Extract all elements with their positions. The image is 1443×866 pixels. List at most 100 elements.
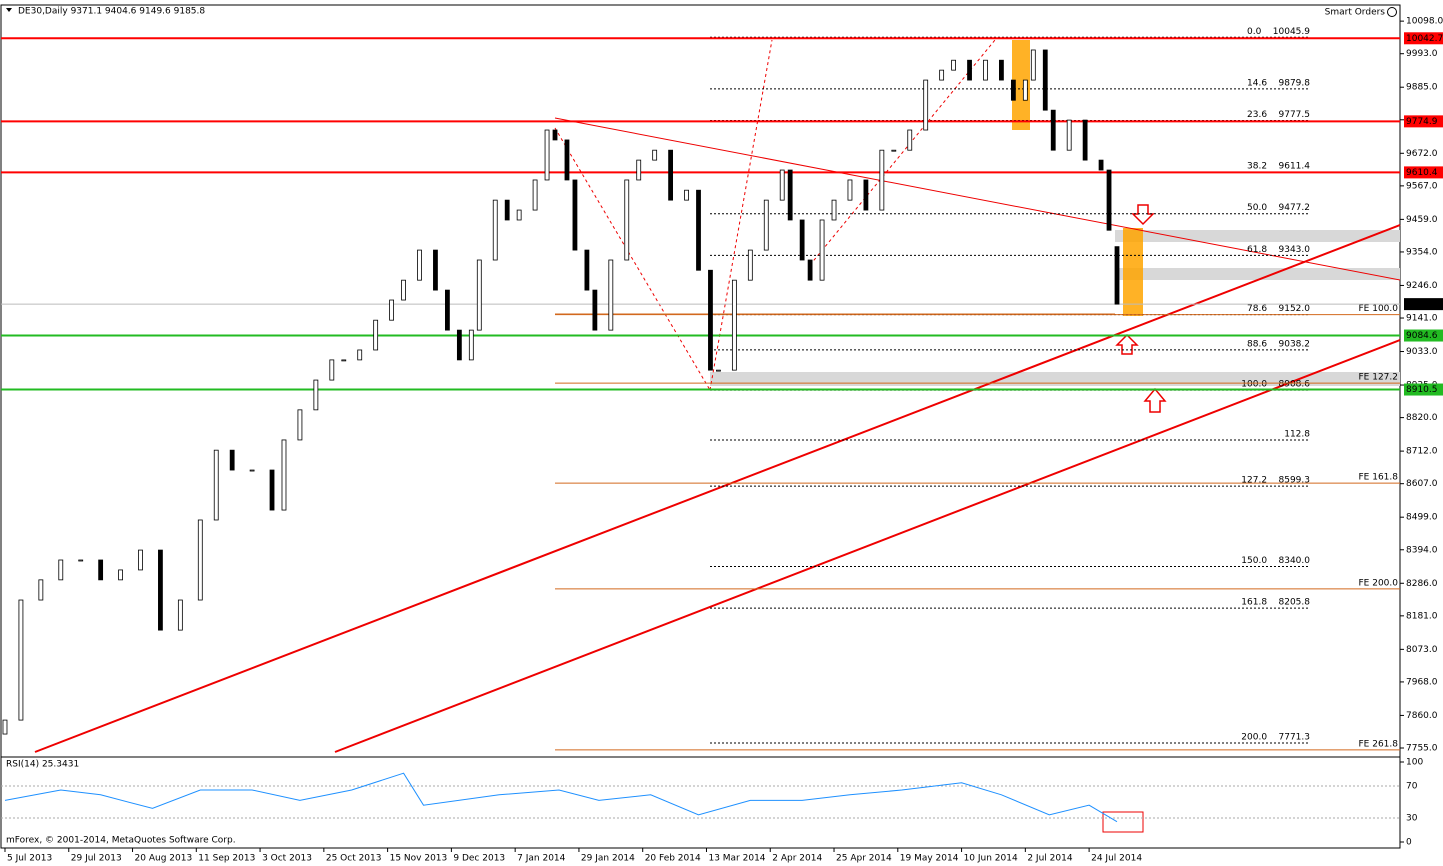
candle	[98, 559, 104, 581]
smile-icon[interactable]	[1387, 7, 1397, 17]
price-label: 9610.4	[1406, 168, 1438, 178]
candle	[297, 409, 303, 441]
y-tick-label: 100	[1406, 758, 1423, 768]
y-tick-label: 8394.0	[1406, 545, 1438, 555]
candle	[552, 129, 558, 141]
y-tick-label: 8712.0	[1406, 447, 1438, 457]
candle	[1022, 79, 1028, 101]
candle	[456, 329, 462, 361]
x-tick-label: 7 Jan 2014	[517, 854, 565, 864]
y-tick-label: 9033.0	[1406, 347, 1438, 357]
fib-label: 112.8	[1284, 429, 1310, 439]
rsi-frame	[0, 756, 1401, 849]
fib-label: 0.0 10045.9	[1247, 27, 1310, 37]
price-label-bg	[1404, 32, 1443, 45]
candle	[879, 149, 885, 211]
trend-line	[334, 339, 1401, 753]
candle	[269, 469, 275, 511]
candle	[18, 599, 24, 721]
candle	[608, 259, 614, 331]
candle	[249, 469, 255, 472]
candle	[532, 179, 538, 211]
x-tick-label: 3 Oct 2013	[262, 854, 312, 864]
fib-label: 38.2 9611.4	[1247, 162, 1310, 172]
y-tick-label: 8499.0	[1406, 513, 1438, 523]
candle	[1106, 169, 1112, 231]
y-tick-label: 7968.0	[1406, 677, 1438, 687]
candle	[807, 259, 813, 281]
footer: mForex, © 2001-2014, MetaQuotes Software…	[6, 836, 236, 846]
fe-label: FE 261.8	[1359, 739, 1399, 749]
fib-label: 127.2 8599.3	[1241, 476, 1310, 486]
candle	[847, 179, 853, 201]
x-tick-label: 25 Oct 2013	[326, 854, 382, 864]
candle	[158, 549, 163, 631]
fe-label: FE 200.0	[1359, 578, 1399, 588]
candle	[787, 169, 793, 221]
candle	[329, 359, 335, 381]
zone	[710, 372, 1400, 386]
price-label-bg	[1404, 383, 1443, 396]
candle	[592, 289, 598, 331]
y-tick-label: 9459.0	[1406, 215, 1438, 225]
y-tick-label: 8181.0	[1406, 611, 1438, 621]
candle	[951, 59, 956, 71]
fib-label: 88.6 9038.2	[1247, 339, 1310, 349]
fib-label: 61.8 9343.0	[1247, 245, 1310, 255]
fib-label: 50.0 9477.2	[1247, 203, 1310, 213]
candle	[779, 169, 785, 201]
candle	[636, 159, 642, 181]
x-tick-label: 5 Jul 2013	[7, 854, 52, 864]
y-tick-label: 8607.0	[1406, 479, 1438, 489]
candle	[1066, 119, 1072, 151]
candle	[967, 59, 972, 81]
candle	[229, 449, 235, 471]
candle	[1030, 49, 1036, 81]
orange-box	[1012, 40, 1030, 130]
y-tick-label: 7755.0	[1406, 744, 1438, 754]
candle	[1042, 49, 1048, 111]
candle	[504, 199, 510, 221]
candle	[177, 599, 183, 631]
fib-ray	[809, 39, 996, 266]
y-tick-label: 10098.0	[1406, 17, 1443, 27]
y-tick-label: 9141.0	[1406, 314, 1438, 324]
y-tick-label: 8820.0	[1406, 413, 1438, 423]
fib-label: 161.8 8205.8	[1241, 598, 1310, 608]
fib-label: 200.0 7771.3	[1241, 732, 1310, 742]
candle	[939, 69, 945, 81]
x-tick-label: 29 Jan 2014	[581, 854, 635, 864]
candle	[799, 219, 805, 261]
candle	[863, 179, 869, 211]
arrow-up	[1143, 387, 1167, 413]
candle	[197, 519, 203, 601]
y-tick-label: 7860.0	[1406, 711, 1438, 721]
y-tick-label: 0	[1406, 838, 1412, 848]
x-tick-label: 2 Apr 2014	[772, 854, 822, 864]
x-tick-label: 24 Jul 2014	[1091, 854, 1142, 864]
arrow-down	[1131, 204, 1155, 226]
candle	[708, 269, 713, 371]
price-label-bg	[1404, 298, 1443, 311]
price-label: 8910.5	[1406, 385, 1438, 395]
x-tick-label: 10 Jun 2014	[964, 854, 1018, 864]
candle	[819, 219, 825, 281]
price-label: 9774.9	[1406, 117, 1438, 127]
candle	[1010, 79, 1016, 101]
fe-label: FE 161.8	[1359, 473, 1399, 483]
candle	[433, 249, 438, 291]
candle	[118, 569, 123, 581]
smart-orders[interactable]: Smart Orders	[1325, 8, 1386, 18]
candle	[38, 579, 44, 601]
y-tick-label: 9672.0	[1406, 149, 1438, 159]
candle	[907, 129, 913, 151]
trend-line	[554, 117, 1401, 281]
candle	[684, 189, 689, 201]
arrow-up	[1115, 333, 1139, 355]
candle	[696, 189, 701, 271]
candle	[281, 439, 287, 511]
zone	[1115, 230, 1400, 242]
fib-label: 78.6 9152.0	[1247, 304, 1310, 314]
candle	[584, 249, 590, 291]
